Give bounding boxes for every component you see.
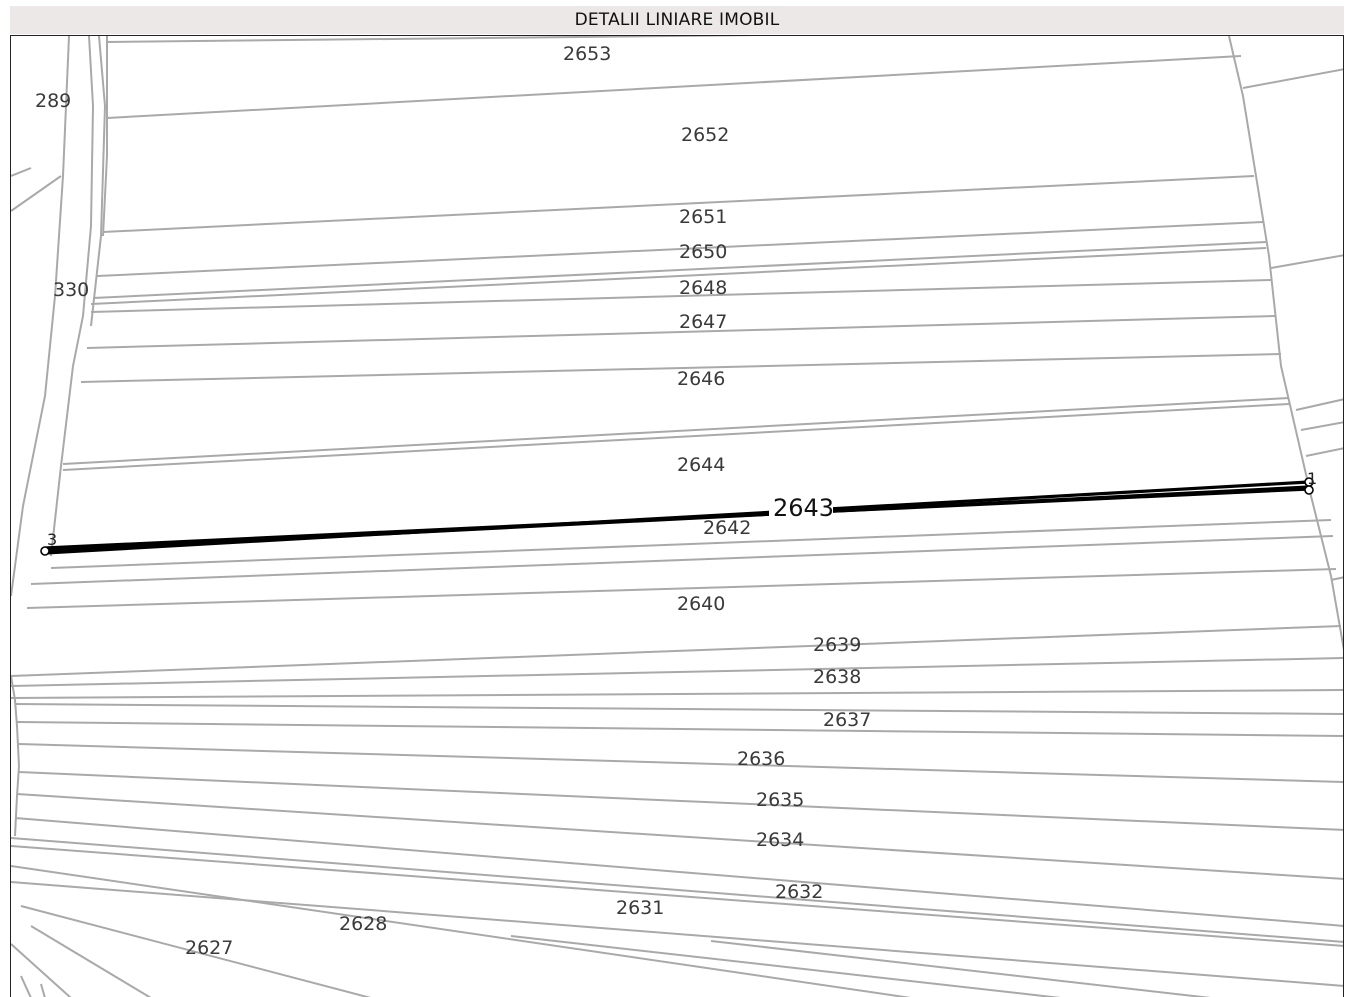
map-title-bar: DETALII LINIARE IMOBIL [10,6,1344,34]
highlighted-parcel-boundary[interactable] [44,480,1310,555]
parcel-label-2631[interactable]: 2631 [616,897,664,919]
parcel-label-2647[interactable]: 2647 [679,311,727,333]
highlighted-parcel-label[interactable]: 2643 [773,494,834,522]
parcel-label-2627[interactable]: 2627 [185,937,233,959]
parcel-label-2651[interactable]: 2651 [679,206,727,228]
vertex-label-3: 3 [47,530,57,549]
map-viewport[interactable]: 2653 289 2652 2651 2650 330 2648 2647 26… [10,35,1344,997]
parcel-label-330[interactable]: 330 [53,279,89,301]
parcel-label-2653[interactable]: 2653 [563,43,611,65]
parcel-labels: 2653 289 2652 2651 2650 330 2648 2647 26… [35,43,1317,959]
parcel-label-2650[interactable]: 2650 [679,241,727,263]
vertex-markers [40,477,1314,556]
parcel-label-2635[interactable]: 2635 [756,789,804,811]
parcel-label-289[interactable]: 289 [35,90,71,112]
parcel-label-2644[interactable]: 2644 [677,454,725,476]
cadastral-map[interactable]: 2653 289 2652 2651 2650 330 2648 2647 26… [11,36,1344,997]
parcel-label-2638[interactable]: 2638 [813,666,861,688]
parcel-label-2632[interactable]: 2632 [775,881,823,903]
parcel-label-2640[interactable]: 2640 [677,593,725,615]
parcel-label-2648[interactable]: 2648 [679,277,727,299]
parcel-label-2639[interactable]: 2639 [813,634,861,656]
parcel-label-2646[interactable]: 2646 [677,368,725,390]
parcel-label-2636[interactable]: 2636 [737,748,785,770]
parcel-label-2637[interactable]: 2637 [823,709,871,731]
highlight-label-bg [769,492,833,522]
parcel-label-2634[interactable]: 2634 [756,829,804,851]
parcel-boundaries [11,36,1343,997]
map-title: DETALII LINIARE IMOBIL [574,10,780,30]
parcel-label-2642[interactable]: 2642 [703,517,751,539]
vertex-label-1: 1 [1307,469,1317,488]
parcel-label-2628[interactable]: 2628 [339,913,387,935]
parcel-label-2652[interactable]: 2652 [681,124,729,146]
